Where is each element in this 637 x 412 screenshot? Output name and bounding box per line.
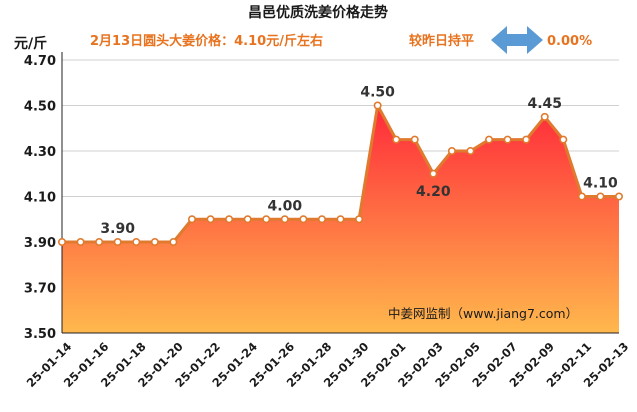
data-label-25-02-09: 4.45 bbox=[527, 96, 562, 112]
data-point-25-01-19 bbox=[150, 238, 159, 247]
data-point-25-01-21 bbox=[187, 215, 196, 224]
data-point-25-02-05 bbox=[466, 147, 475, 156]
data-point-25-01-15 bbox=[76, 238, 85, 247]
data-point-25-01-29 bbox=[336, 215, 345, 224]
y-tick-4.30: 4.30 bbox=[24, 145, 56, 160]
data-point-25-02-03 bbox=[429, 169, 438, 178]
y-tick-3.70: 3.70 bbox=[24, 282, 56, 297]
chart-title: 昌邑优质洗姜价格走势 bbox=[248, 4, 388, 21]
change-percent: 0.00% bbox=[547, 34, 592, 49]
change-compare-text: 较昨日持平 bbox=[409, 33, 474, 49]
y-tick-4.70: 4.70 bbox=[24, 54, 56, 69]
y-tick-3.50: 3.50 bbox=[24, 327, 56, 342]
data-point-25-02-06 bbox=[485, 135, 494, 144]
axes bbox=[61, 52, 619, 334]
data-label-25-01-31: 4.50 bbox=[360, 85, 395, 101]
data-label-25-01-26: 4.00 bbox=[268, 198, 303, 214]
data-point-25-01-27 bbox=[299, 215, 308, 224]
data-point-25-01-28 bbox=[317, 215, 326, 224]
data-point-25-01-18 bbox=[132, 238, 141, 247]
data-point-25-02-04 bbox=[447, 147, 456, 156]
flat-double-arrow-icon bbox=[491, 26, 543, 54]
data-point-25-02-02 bbox=[410, 135, 419, 144]
data-label-25-02-03: 4.20 bbox=[416, 184, 451, 200]
data-point-25-01-24 bbox=[243, 215, 252, 224]
y-tick-4.10: 4.10 bbox=[24, 191, 56, 206]
data-point-25-01-22 bbox=[206, 215, 215, 224]
data-label-25-01-17: 3.90 bbox=[100, 221, 135, 237]
data-label-25-02-12: 4.10 bbox=[583, 176, 618, 192]
data-point-25-02-12 bbox=[596, 192, 605, 201]
y-axis-unit: 元/斤 bbox=[14, 35, 47, 52]
y-tick-4.50: 4.50 bbox=[24, 100, 56, 115]
data-point-25-02-10 bbox=[559, 135, 568, 144]
data-point-25-01-26 bbox=[280, 215, 289, 224]
data-point-25-02-11 bbox=[577, 192, 586, 201]
data-points bbox=[57, 101, 623, 247]
data-point-25-02-08 bbox=[522, 135, 531, 144]
data-point-25-01-30 bbox=[355, 215, 364, 224]
y-tick-labels: 3.50 3.70 3.90 4.10 4.30 4.50 4.70 bbox=[24, 54, 56, 342]
data-point-25-01-17 bbox=[113, 238, 122, 247]
data-point-25-01-31 bbox=[373, 101, 382, 110]
data-point-25-02-09 bbox=[540, 112, 549, 121]
data-point-25-02-13 bbox=[614, 192, 623, 201]
data-point-25-01-23 bbox=[225, 215, 234, 224]
data-point-25-01-14 bbox=[57, 238, 66, 247]
data-point-25-02-07 bbox=[503, 135, 512, 144]
y-tick-3.90: 3.90 bbox=[24, 236, 56, 251]
data-labels: 3.90 4.00 4.50 4.20 4.45 4.10 bbox=[100, 85, 618, 238]
data-point-25-01-25 bbox=[262, 215, 271, 224]
data-point-25-02-01 bbox=[392, 135, 401, 144]
x-tick-labels: 25-01-1425-01-1625-01-1825-01-2025-01-22… bbox=[24, 339, 632, 390]
watermark-text: 中姜网监制（www.jiang7.com） bbox=[388, 306, 578, 321]
data-point-25-01-20 bbox=[169, 238, 178, 247]
data-point-25-01-16 bbox=[95, 238, 104, 247]
today-price-text: 2月13日圆头大姜价格：4.10元/斤左右 bbox=[90, 33, 323, 49]
